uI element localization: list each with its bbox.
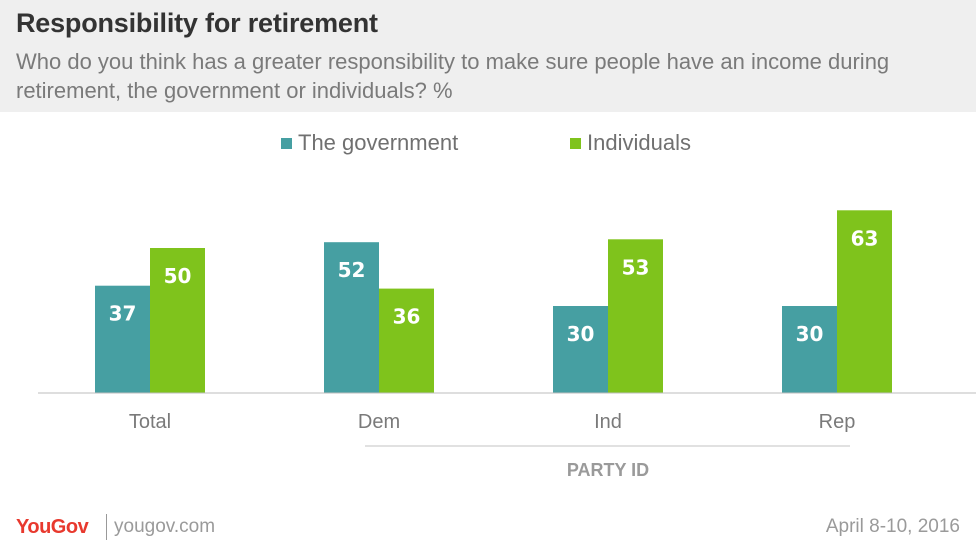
data-label-individuals-dem: 36 [393,305,421,329]
footer-divider [106,514,107,540]
x-tick-label-total: Total [129,411,171,433]
data-label-individuals-rep: 63 [851,226,879,250]
bar-government-total [95,285,150,393]
bar-government-dem [324,242,379,393]
x-tick-label-rep: Rep [819,411,856,433]
data-label-government-total: 37 [109,302,137,326]
yougov-logo: YouGov [16,516,89,538]
footer-site-link: yougov.com [114,516,216,537]
bar-individuals-ind [608,239,663,393]
data-label-government-rep: 30 [796,322,824,346]
legend-item-government: The government [281,130,458,156]
legend-item-individuals: Individuals [570,130,691,156]
bar-individuals-dem [379,288,434,393]
bar-chart: 37 50 Total 52 36 Dem 30 53 Ind 30 63 Rep PARTY ID [38,210,976,480]
bar-government-rep [782,306,837,393]
legend-label-individuals: Individuals [587,130,691,155]
data-label-government-dem: 52 [338,258,366,282]
chart-header: Responsibility for retirement Who do you… [0,0,976,112]
chart-title: Responsibility for retirement [16,8,378,38]
legend-swatch-individuals [570,137,581,149]
chart-legend: The government Individuals [0,130,976,156]
footer-date: April 8-10, 2016 [825,516,960,537]
legend-swatch-government [281,137,292,149]
data-label-government-ind: 30 [567,322,595,346]
x-tick-label-ind: Ind [594,411,622,433]
x-tick-label-dem: Dem [358,411,400,433]
data-label-individuals-total: 50 [164,264,192,288]
bar-individuals-rep [837,210,892,393]
group-label-party-id: PARTY ID [567,460,649,480]
bar-government-ind [553,306,608,393]
data-label-individuals-ind: 53 [622,255,650,279]
legend-label-government: The government [298,130,459,155]
bar-individuals-total [150,248,205,393]
chart-subtitle: Who do you think has a greater responsib… [16,49,890,103]
